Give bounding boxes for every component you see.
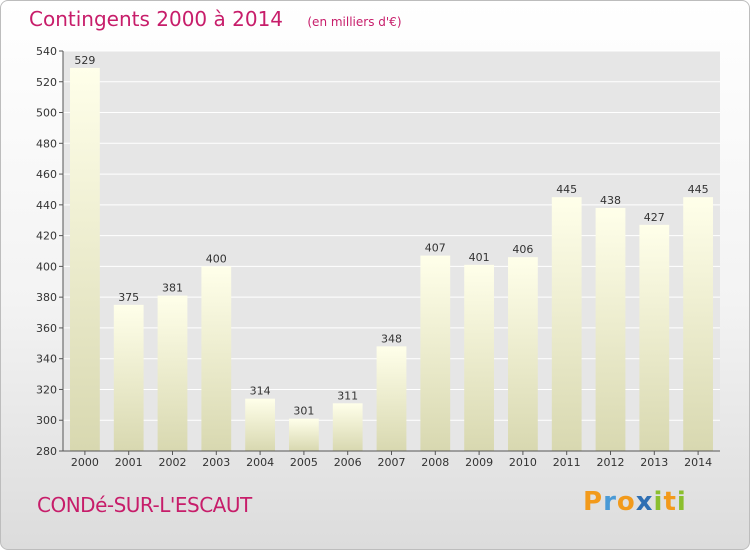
bar: [245, 398, 275, 451]
x-tick-label: 2001: [115, 456, 143, 469]
bar: [508, 257, 538, 451]
y-tick-label: 480: [36, 137, 57, 150]
bar: [551, 197, 582, 451]
y-tick-label: 500: [36, 107, 57, 120]
proxiti-logo: Proxiti: [583, 487, 687, 517]
x-tick-label: 2010: [509, 456, 537, 469]
chart-title: Contingents 2000 à 2014 (en milliers d'€…: [29, 7, 402, 31]
x-tick-label: 2004: [246, 456, 274, 469]
data-label: 407: [425, 242, 446, 255]
x-tick-label: 2006: [334, 456, 362, 469]
x-tick-label: 2008: [421, 456, 449, 469]
city-name: CONDé-SUR-L'ESCAUT: [37, 493, 252, 517]
x-tick-label: 2000: [71, 456, 99, 469]
data-label: 445: [688, 183, 709, 196]
y-tick-label: 300: [36, 414, 57, 427]
plot-area: 280 300 320 340 360 380 400 420 440 460 480 500 520 5…: [36, 45, 720, 469]
y-tick-label: 360: [36, 322, 57, 335]
bar: [289, 418, 319, 451]
x-tick-label: 2009: [465, 456, 493, 469]
data-label: 401: [469, 251, 490, 264]
data-label: 311: [337, 389, 358, 402]
y-tick-label: 420: [36, 230, 57, 243]
data-label: 529: [74, 54, 95, 67]
data-label: 301: [293, 405, 314, 418]
data-label: 427: [644, 211, 665, 224]
x-tick-label: 2011: [553, 456, 581, 469]
y-tick-label: 520: [36, 76, 57, 89]
y-tick-label: 540: [36, 45, 57, 58]
bar: [683, 197, 713, 451]
bar: [70, 67, 100, 451]
bar: [595, 207, 626, 451]
y-tick-label: 380: [36, 291, 57, 304]
x-tick-label: 2005: [290, 456, 318, 469]
x-tick-label: 2007: [378, 456, 406, 469]
data-label: 375: [118, 291, 139, 304]
bar: [113, 304, 144, 451]
data-label: 381: [162, 282, 183, 295]
data-label: 445: [556, 183, 577, 196]
data-label: 314: [250, 385, 271, 398]
bar: [201, 266, 232, 451]
data-label: 438: [600, 194, 621, 207]
x-tick-label: 2013: [640, 456, 668, 469]
bar: [420, 255, 451, 451]
data-label: 406: [512, 243, 533, 256]
y-tick-label: 440: [36, 199, 57, 212]
y-tick-label: 340: [36, 353, 57, 366]
x-tick-label: 2003: [202, 456, 230, 469]
y-tick-label: 280: [36, 445, 57, 458]
bar: [376, 346, 407, 451]
x-tick-label: 2014: [684, 456, 712, 469]
y-tick-label: 460: [36, 168, 57, 181]
bar: [639, 224, 670, 451]
bar: [157, 295, 188, 451]
x-tick-label: 2002: [159, 456, 187, 469]
chart-title-text: Contingents 2000 à 2014: [29, 7, 284, 31]
y-tick-label: 400: [36, 260, 57, 273]
chart-subtitle: (en milliers d'€): [307, 15, 402, 29]
data-label: 400: [206, 252, 227, 265]
bar: [332, 403, 363, 451]
data-label: 348: [381, 332, 402, 345]
bar: [464, 264, 494, 451]
x-tick-label: 2012: [597, 456, 625, 469]
y-tick-label: 320: [36, 383, 57, 396]
